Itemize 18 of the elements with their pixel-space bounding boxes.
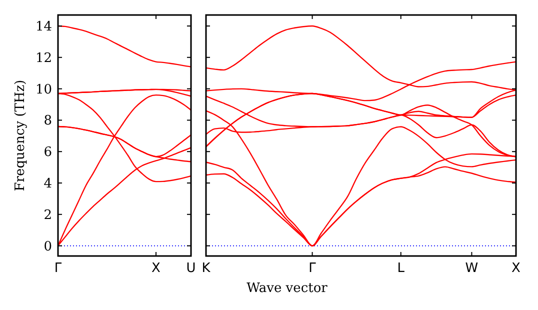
y-tick-label: 12: [35, 50, 52, 66]
y-tick-label: 4: [44, 176, 52, 192]
x-tick-label: X: [512, 261, 521, 276]
x-tick-label: K: [202, 261, 211, 276]
y-tick-label: 2: [44, 208, 52, 223]
x-tick-label: L: [397, 261, 406, 276]
x-tick-label: Γ: [54, 261, 62, 276]
y-tick-label: 10: [35, 82, 52, 98]
y-tick-label: 14: [35, 20, 52, 35]
y-tick-label: 8: [44, 114, 52, 129]
x-axis-title: Wave vector: [246, 281, 328, 296]
y-tick-label: 6: [44, 145, 52, 160]
x-tick-label: X: [152, 261, 161, 276]
y-axis-title: Frequency (THz): [13, 80, 28, 192]
y-tick-label: 0: [44, 239, 52, 254]
x-tick-label: U: [186, 261, 196, 276]
x-tick-label: Γ: [308, 261, 317, 276]
x-tick-label: W: [465, 261, 478, 276]
